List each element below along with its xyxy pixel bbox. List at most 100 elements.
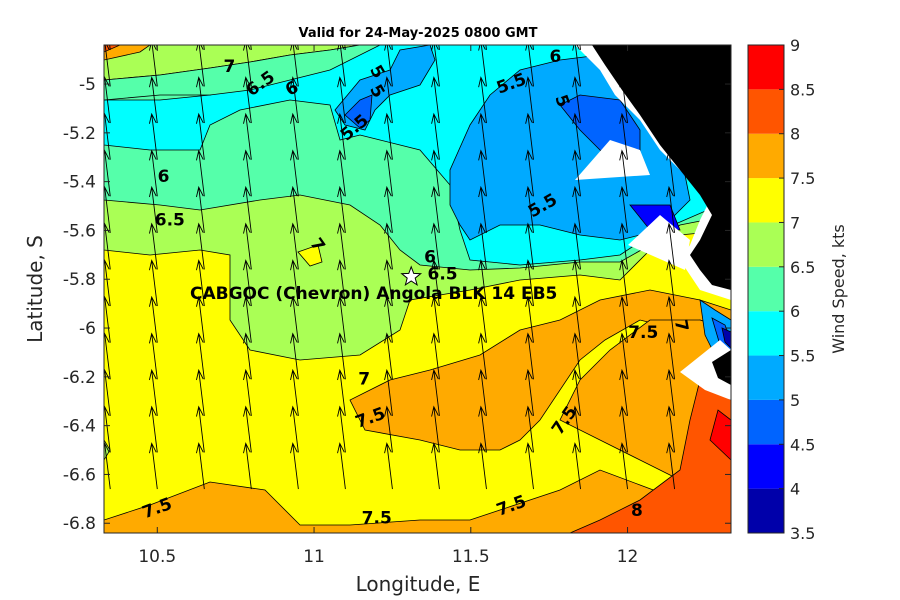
colorbar-tick-label: 6.5 (790, 258, 815, 277)
y-tick-label: -6.2 (63, 368, 96, 388)
colorbar-segment (748, 311, 784, 356)
contour-bands (104, 45, 731, 533)
x-tick-label: 11.5 (452, 547, 490, 567)
wind-arrow (478, 332, 487, 380)
wind-arrow (572, 295, 581, 343)
colorbar-tick-label: 5.5 (790, 347, 815, 366)
wind-arrow (579, 45, 581, 50)
wind-arrow (243, 332, 252, 380)
wind-arrow (478, 45, 487, 87)
wind-arrow (525, 76, 534, 124)
wind-arrow (243, 185, 252, 233)
x-tick-label: 10.5 (138, 547, 176, 567)
wind-arrow (673, 45, 676, 50)
wind-arrow (104, 332, 111, 380)
wind-arrow (572, 442, 581, 490)
wind-arrow (290, 332, 299, 380)
wind-arrow (572, 405, 581, 453)
contour-label: 7 (223, 57, 235, 77)
wind-arrow (572, 222, 581, 270)
wind-arrow (431, 45, 440, 87)
contour-label: 6.5 (155, 211, 185, 231)
wind-arrow (337, 76, 346, 124)
band-7.5-8-east (349, 289, 731, 451)
wind-arrow (243, 112, 252, 160)
wind-arrow (525, 222, 534, 270)
wind-arrow (431, 442, 440, 490)
wind-arrow (196, 45, 205, 87)
wind-arrow (243, 259, 252, 307)
wind-arrow (478, 76, 487, 124)
colorbar-segment (748, 488, 784, 533)
wind-arrow (431, 185, 440, 233)
wind-arrow (196, 368, 205, 416)
wind-arrow (384, 332, 393, 380)
colorbar-segment (748, 355, 784, 400)
y-tick-label: -5.4 (63, 173, 96, 193)
contour-label: 7 (670, 318, 692, 333)
site-label: CABGOC (Chevron) Angola BLK 14 EB5 (190, 284, 557, 304)
wind-arrow (666, 368, 676, 416)
wind-arrow (337, 332, 346, 380)
x-tick-label: 11 (303, 547, 325, 567)
wind-arrow (337, 368, 346, 416)
wind-arrow (104, 222, 111, 270)
wind-arrow (626, 45, 628, 50)
wind-arrow (666, 76, 676, 124)
wind-arrow (666, 45, 676, 87)
wind-arrow (243, 295, 252, 343)
band-4.5-5-west (344, 94, 373, 129)
wind-arrow (619, 442, 628, 490)
x-axis-label: Longitude, E (356, 572, 481, 596)
wind-arrow (337, 259, 346, 307)
wind-arrow (290, 149, 299, 197)
wind-arrow (196, 185, 205, 233)
wind-arrow (250, 45, 252, 50)
wind-arrow (431, 259, 440, 307)
colorbar-tick-label: 7.5 (790, 169, 815, 188)
wind-arrow (104, 405, 111, 453)
wind-arrow (243, 149, 252, 197)
wind-arrow (104, 185, 111, 233)
colorbar-tick-label: 6 (790, 302, 800, 321)
wind-arrow (431, 295, 440, 343)
wind-arrow (290, 76, 299, 124)
wind-arrow (290, 185, 299, 233)
wind-arrow (290, 295, 299, 343)
wind-arrow (384, 259, 393, 307)
colorbar-tick-label: 3.5 (790, 524, 815, 543)
wind-arrow (196, 112, 205, 160)
wind-arrow (290, 45, 299, 87)
wind-arrow (525, 442, 534, 490)
wind-arrow (619, 295, 628, 343)
band-8-8.5 (569, 379, 731, 533)
wind-arrow (337, 295, 346, 343)
wind-arrow (666, 442, 676, 490)
y-axis-ticks: -5 -5.2 -5.4 -5.6 -5.8 -6 -6.2 -6.4 -6.6 -6.8 (63, 75, 731, 534)
wind-arrow (104, 259, 111, 307)
colorbar-frame (747, 44, 785, 534)
wind-arrow (572, 368, 581, 416)
wind-arrow (572, 112, 581, 160)
band-top-left-corner (104, 45, 151, 61)
axes-frame (103, 44, 732, 534)
wind-arrow (619, 45, 628, 87)
wind-arrow (384, 185, 393, 233)
wind-arrow (109, 45, 111, 50)
wind-arrow (196, 442, 205, 490)
wind-arrow (104, 442, 111, 490)
contour-label: 7 (358, 369, 370, 389)
wind-arrow (104, 112, 111, 160)
site-marker: CABGOC (Chevron) Angola BLK 14 EB5 (190, 265, 557, 304)
colorbar-tick-label: 4 (790, 480, 800, 499)
wind-arrow (290, 259, 299, 307)
wind-arrow (666, 405, 676, 453)
wind-arrow (525, 295, 534, 343)
wind-arrow (196, 405, 205, 453)
colorbar-segment (748, 266, 784, 312)
wind-arrow (619, 332, 628, 380)
wind-arrow (666, 295, 676, 343)
wind-arrow (572, 259, 581, 307)
